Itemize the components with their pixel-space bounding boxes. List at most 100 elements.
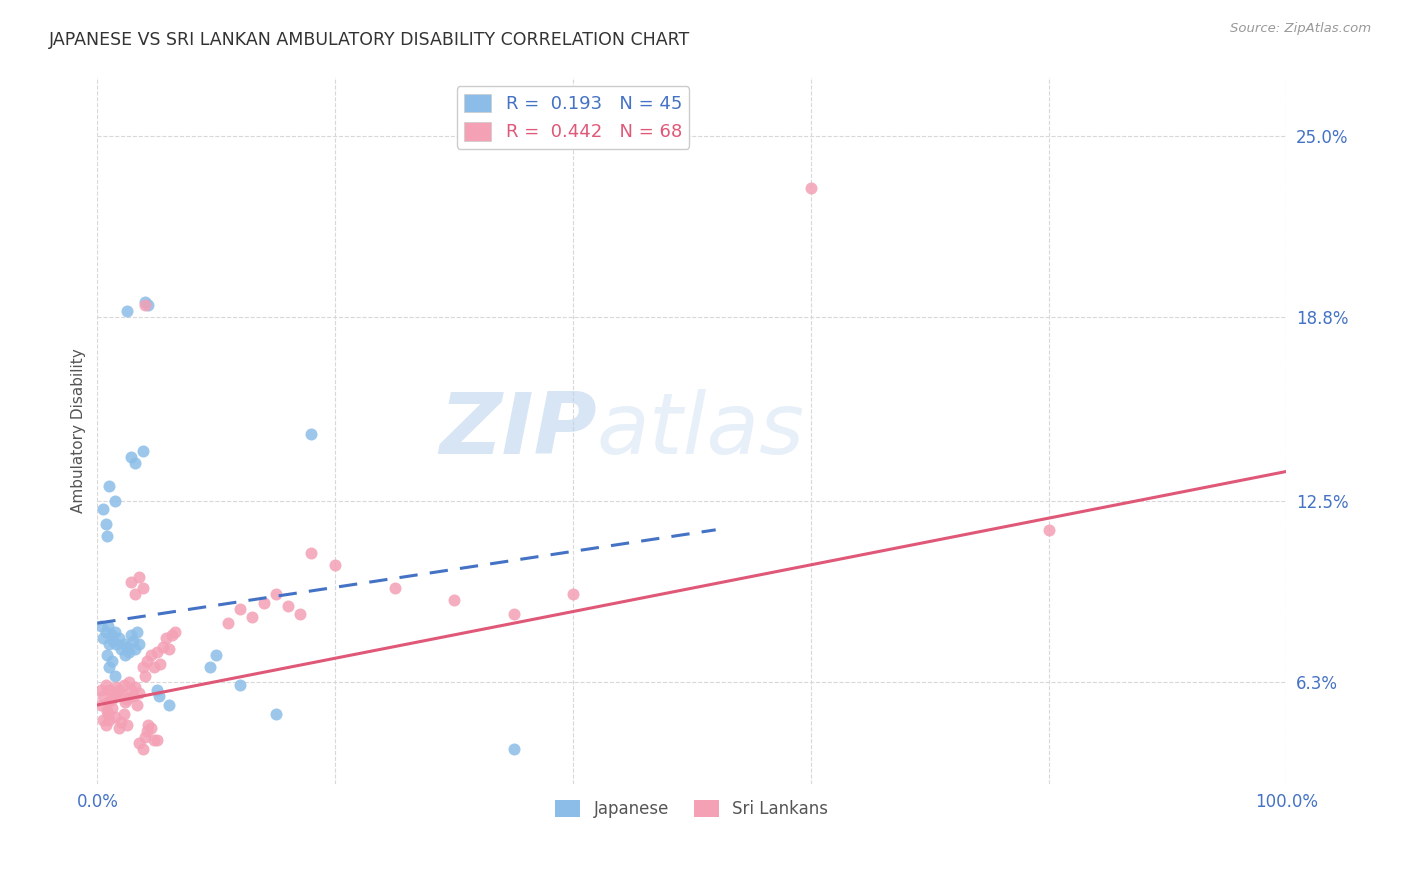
Point bbox=[264, 587, 287, 601]
Point bbox=[134, 669, 156, 683]
Point bbox=[118, 645, 141, 659]
Point bbox=[502, 741, 524, 756]
Point bbox=[112, 706, 135, 721]
Point bbox=[100, 628, 122, 642]
Point bbox=[104, 709, 127, 723]
Point bbox=[97, 619, 120, 633]
Point bbox=[124, 587, 146, 601]
Legend: Japanese, Sri Lankans: Japanese, Sri Lankans bbox=[548, 793, 835, 825]
Point bbox=[148, 689, 170, 703]
Point bbox=[134, 298, 156, 312]
Point bbox=[94, 516, 117, 531]
Point bbox=[288, 607, 311, 622]
Point bbox=[98, 660, 121, 674]
Point bbox=[131, 581, 153, 595]
Point bbox=[112, 677, 135, 691]
Point bbox=[149, 657, 172, 671]
Point bbox=[152, 640, 174, 654]
Point bbox=[128, 736, 150, 750]
Point bbox=[299, 426, 322, 441]
Point bbox=[104, 624, 127, 639]
Point bbox=[143, 733, 166, 747]
Point bbox=[125, 698, 148, 712]
Point bbox=[124, 642, 146, 657]
Point bbox=[98, 683, 121, 698]
Point bbox=[110, 686, 132, 700]
Point bbox=[94, 718, 117, 732]
Point bbox=[105, 637, 128, 651]
Point bbox=[443, 592, 465, 607]
Point bbox=[155, 631, 177, 645]
Point bbox=[100, 701, 122, 715]
Point bbox=[139, 721, 162, 735]
Point bbox=[112, 637, 135, 651]
Text: atlas: atlas bbox=[596, 389, 804, 472]
Point bbox=[115, 304, 138, 318]
Point bbox=[384, 581, 406, 595]
Point bbox=[138, 298, 160, 312]
Point bbox=[118, 674, 141, 689]
Point bbox=[91, 631, 114, 645]
Point bbox=[97, 706, 120, 721]
Point bbox=[124, 681, 146, 695]
Text: Source: ZipAtlas.com: Source: ZipAtlas.com bbox=[1230, 22, 1371, 36]
Point bbox=[91, 502, 114, 516]
Point bbox=[323, 558, 346, 572]
Point bbox=[110, 715, 132, 730]
Point bbox=[277, 599, 299, 613]
Point bbox=[104, 669, 127, 683]
Point bbox=[146, 733, 169, 747]
Point bbox=[134, 730, 156, 744]
Point bbox=[96, 704, 118, 718]
Y-axis label: Ambulatory Disability: Ambulatory Disability bbox=[72, 348, 86, 513]
Point bbox=[104, 689, 127, 703]
Point bbox=[105, 681, 128, 695]
Point bbox=[128, 569, 150, 583]
Point bbox=[200, 660, 222, 674]
Text: ZIP: ZIP bbox=[439, 389, 596, 472]
Point bbox=[240, 610, 263, 624]
Point bbox=[131, 660, 153, 674]
Point bbox=[122, 633, 145, 648]
Point bbox=[100, 654, 122, 668]
Point bbox=[115, 718, 138, 732]
Point bbox=[143, 660, 166, 674]
Point bbox=[138, 718, 160, 732]
Point bbox=[253, 596, 276, 610]
Point bbox=[107, 721, 129, 735]
Point bbox=[1038, 523, 1060, 537]
Point bbox=[110, 642, 132, 657]
Point bbox=[229, 677, 252, 691]
Point bbox=[107, 683, 129, 698]
Point bbox=[229, 601, 252, 615]
Point bbox=[139, 648, 162, 663]
Point bbox=[122, 689, 145, 703]
Point bbox=[163, 624, 186, 639]
Point bbox=[90, 683, 112, 698]
Point bbox=[101, 686, 124, 700]
Point bbox=[146, 683, 169, 698]
Point bbox=[124, 456, 146, 470]
Point bbox=[91, 713, 114, 727]
Point bbox=[91, 689, 114, 703]
Point bbox=[205, 648, 228, 663]
Point bbox=[562, 587, 585, 601]
Point bbox=[502, 607, 524, 622]
Point bbox=[96, 529, 118, 543]
Point bbox=[98, 637, 121, 651]
Point bbox=[162, 628, 184, 642]
Point bbox=[128, 686, 150, 700]
Point bbox=[120, 628, 142, 642]
Point bbox=[299, 546, 322, 560]
Point bbox=[96, 648, 118, 663]
Point bbox=[125, 624, 148, 639]
Point bbox=[800, 181, 823, 195]
Text: JAPANESE VS SRI LANKAN AMBULATORY DISABILITY CORRELATION CHART: JAPANESE VS SRI LANKAN AMBULATORY DISABI… bbox=[49, 31, 690, 49]
Point bbox=[217, 616, 239, 631]
Point bbox=[98, 479, 121, 493]
Point bbox=[114, 648, 136, 663]
Point bbox=[157, 698, 180, 712]
Point bbox=[134, 295, 156, 310]
Point bbox=[136, 654, 159, 668]
Point bbox=[100, 692, 122, 706]
